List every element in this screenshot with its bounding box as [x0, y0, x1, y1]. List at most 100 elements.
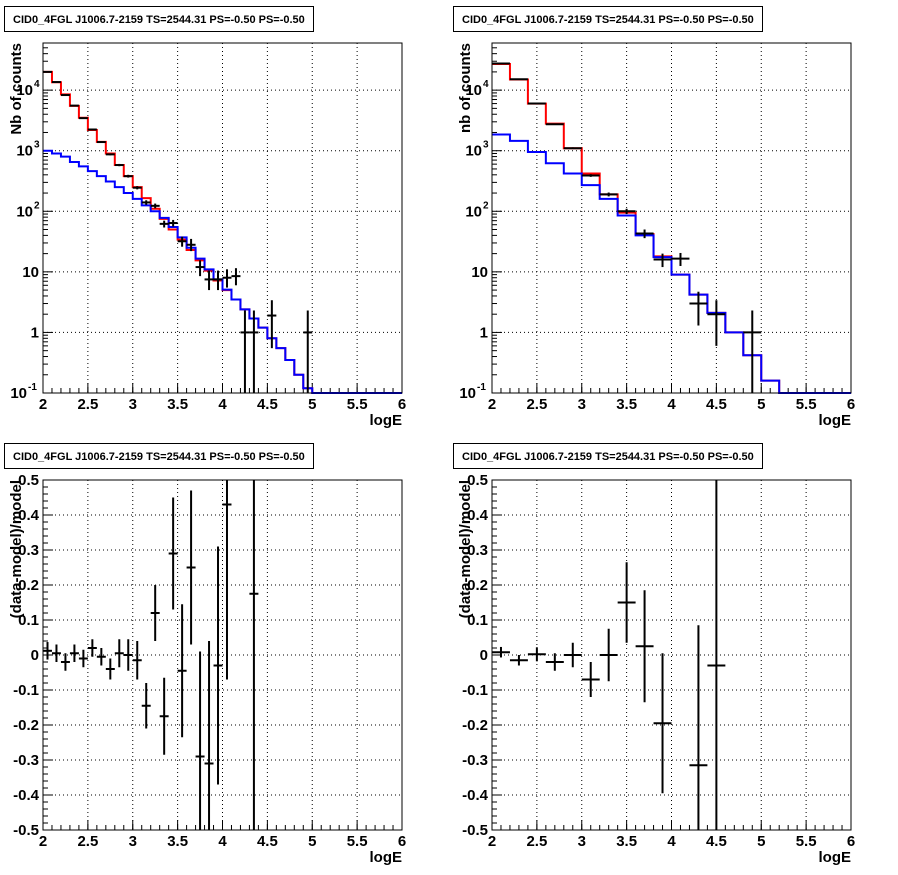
- y-axis-label: Nb of counts: [8, 43, 25, 135]
- pad-bottom-right: 2 2.5 3 3.5 4 4.5 5 5.5 6 -0.5 -0.4 -0.3 -0.2 -0.1 0 0.…: [449, 437, 898, 874]
- x-tick-label: 2: [39, 396, 47, 413]
- x-tick-label: 2: [488, 396, 496, 413]
- y-tick-label: 0: [480, 647, 488, 664]
- x-tick-label: 3.5: [167, 396, 188, 413]
- x-tick-label: 3: [129, 833, 137, 850]
- chart-residuals-fine: 2 2.5 3 3.5 4 4.5 5 5.5 6 -0.5 -0.4 -0.3 -0.2 -0.1 0 0.…: [8, 472, 406, 866]
- y-tick-label: -0.2: [13, 717, 39, 734]
- y-tick-label: -0.4: [462, 787, 489, 804]
- x-axis-label: logE: [370, 849, 403, 866]
- y-axis-label: (data-model)/model: [8, 480, 25, 618]
- x-tick-label: 4.5: [706, 396, 727, 413]
- x-axis-label: logE: [370, 412, 403, 429]
- y-tick-label: 10: [22, 264, 39, 281]
- model-histogram: [492, 133, 851, 394]
- y-tick-label: 0.5: [18, 472, 39, 489]
- y-tick-label: 10: [465, 203, 482, 220]
- chart-title: CID0_4FGL J1006.7-2159 TS=2544.31 PS=-0.…: [4, 443, 314, 469]
- y-tick-label: 10: [465, 143, 482, 160]
- y-tick-label: 10: [459, 385, 476, 402]
- x-tick-label: 5.5: [347, 396, 368, 413]
- y-tick-label: -0.4: [13, 787, 40, 804]
- y-tick-label: 0.2: [18, 577, 39, 594]
- x-tick-label: 2.5: [77, 396, 98, 413]
- y-tick-label: -0.1: [13, 682, 39, 699]
- x-tick-label: 3: [578, 833, 586, 850]
- y-tick-label: 10: [471, 264, 488, 281]
- plot-area: [492, 480, 851, 830]
- y-tick-label: -0.3: [13, 752, 39, 769]
- plot-area: [43, 480, 402, 830]
- x-tick-label: 3: [129, 396, 137, 413]
- y-tick-label: 10: [16, 143, 33, 160]
- y-tick-label: 0.3: [467, 542, 488, 559]
- x-tick-label: 3: [578, 396, 586, 413]
- plot-area: [43, 43, 402, 393]
- x-tick-label: 4: [218, 833, 227, 850]
- y-axis-label: nb of counts: [457, 43, 474, 133]
- y-tick-label: 0.1: [18, 612, 39, 629]
- plot-frame: [42, 42, 403, 394]
- x-tick-label: 5: [308, 833, 316, 850]
- y-tick-label: -0.5: [13, 822, 39, 839]
- plot-area: [492, 43, 851, 393]
- y-tick-label: -0.1: [462, 682, 488, 699]
- pad-top-left: 2 2.5 3 3.5 4 4.5 5 5.5 6 10 -1 1 10 10 2 10 3 10 4 logE Nb …: [0, 0, 449, 437]
- chart-title: CID0_4FGL J1006.7-2159 TS=2544.31 PS=-0.…: [453, 443, 763, 469]
- pad-bottom-left: 2 2.5 3 3.5 4 4.5 5 5.5 6 -0.5 -0.4 -0.3 -0.2 -0.1 0 0.…: [0, 437, 449, 874]
- chart-title: CID0_4FGL J1006.7-2159 TS=2544.31 PS=-0.…: [453, 6, 763, 32]
- y-tick-label: 1: [31, 324, 39, 341]
- y-tick-label: 0.5: [467, 472, 488, 489]
- x-tick-label: 5: [308, 396, 316, 413]
- x-tick-label: 6: [398, 833, 406, 850]
- x-tick-label: 5.5: [347, 833, 368, 850]
- y-tick-label: 10: [10, 385, 27, 402]
- y-tick-label: 10: [16, 82, 33, 99]
- y-tick-label: 0.2: [467, 577, 488, 594]
- x-tick-label: 6: [398, 396, 406, 413]
- plot-frame: [42, 479, 403, 831]
- pad-top-right: 2 2.5 3 3.5 4 4.5 5 5.5 6 10 -1 1 10 10 2 10 3 10 4 logE nb …: [449, 0, 898, 437]
- x-tick-label: 2.5: [526, 396, 547, 413]
- x-tick-label: 5: [757, 396, 765, 413]
- plot-frame: [491, 42, 852, 394]
- y-tick-label: 10: [465, 82, 482, 99]
- x-tick-label: 6: [847, 396, 855, 413]
- x-tick-label: 3.5: [167, 833, 188, 850]
- x-tick-label: 2.5: [526, 833, 547, 850]
- y-tick-label: -0.2: [462, 717, 488, 734]
- y-tick-label: 10: [16, 203, 33, 220]
- y-tick-exponent: -1: [477, 382, 486, 393]
- y-tick-label: 0.4: [18, 507, 40, 524]
- x-tick-label: 4: [218, 396, 227, 413]
- x-tick-label: 6: [847, 833, 855, 850]
- y-tick-exponent: 2: [34, 200, 40, 211]
- model-histogram: [43, 149, 402, 394]
- y-tick-label: 0.3: [18, 542, 39, 559]
- y-axis-label: (data-model)/model: [457, 480, 474, 618]
- chart-residuals-coarse: 2 2.5 3 3.5 4 4.5 5 5.5 6 -0.5 -0.4 -0.3 -0.2 -0.1 0 0.…: [457, 472, 855, 866]
- x-tick-label: 2: [39, 833, 47, 850]
- x-tick-label: 5.5: [796, 833, 817, 850]
- x-tick-label: 5.5: [796, 396, 817, 413]
- chart-title: CID0_4FGL J1006.7-2159 TS=2544.31 PS=-0.…: [4, 6, 314, 32]
- x-tick-label: 3.5: [616, 396, 637, 413]
- x-tick-label: 4.5: [706, 833, 727, 850]
- y-tick-exponent: 3: [483, 140, 489, 151]
- x-tick-label: 4.5: [257, 396, 278, 413]
- y-tick-label: -0.3: [462, 752, 488, 769]
- y-tick-label: 0: [31, 647, 39, 664]
- x-tick-label: 2.5: [77, 833, 98, 850]
- y-tick-label: 0.1: [467, 612, 488, 629]
- y-tick-exponent: -1: [28, 382, 37, 393]
- y-tick-exponent: 2: [483, 200, 489, 211]
- x-tick-label: 4: [667, 833, 676, 850]
- x-tick-label: 3.5: [616, 833, 637, 850]
- y-tick-label: -0.5: [462, 822, 488, 839]
- y-tick-exponent: 4: [483, 79, 489, 90]
- x-tick-label: 4.5: [257, 833, 278, 850]
- x-tick-label: 4: [667, 396, 676, 413]
- plot-frame: [491, 479, 852, 831]
